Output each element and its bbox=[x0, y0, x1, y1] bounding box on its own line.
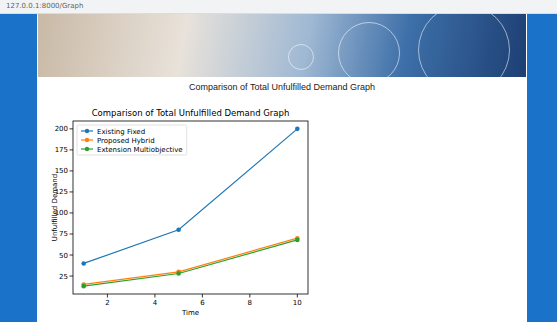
y-tick bbox=[70, 191, 74, 192]
legend-marker bbox=[85, 147, 89, 151]
series-line bbox=[84, 129, 298, 264]
y-axis-label: Unfulfilled Demand bbox=[51, 174, 59, 241]
x-tick-label: 8 bbox=[248, 299, 252, 307]
x-tick-label: 6 bbox=[200, 299, 205, 307]
y-tick-label: 150 bbox=[55, 167, 68, 175]
x-tick-label: 10 bbox=[293, 299, 302, 307]
series-marker bbox=[81, 282, 86, 287]
y-tick bbox=[70, 170, 74, 171]
y-tick bbox=[70, 233, 74, 234]
x-tick bbox=[154, 294, 155, 298]
series-marker bbox=[176, 270, 181, 275]
banner-deco bbox=[418, 14, 510, 77]
legend-line bbox=[81, 139, 93, 140]
y-tick bbox=[70, 255, 74, 256]
legend-marker bbox=[85, 138, 89, 142]
banner-deco bbox=[288, 44, 314, 70]
series-marker bbox=[295, 236, 300, 241]
legend: Existing FixedProposed HybridExtension M… bbox=[77, 125, 187, 155]
x-axis-label: Time bbox=[181, 309, 199, 317]
series-group bbox=[81, 127, 299, 289]
series-marker bbox=[81, 284, 86, 289]
y-tick bbox=[70, 128, 74, 129]
page-heading: Comparison of Total Unfulfilled Demand G… bbox=[37, 82, 527, 92]
banner-deco bbox=[338, 22, 400, 77]
browser-bar: 127.0.0.1:8000/Graph bbox=[0, 0, 557, 14]
y-tick-label: 75 bbox=[59, 230, 68, 238]
series-line bbox=[84, 238, 298, 284]
series-marker bbox=[176, 227, 181, 232]
legend-label: Existing Fixed bbox=[97, 128, 145, 136]
url[interactable]: 127.0.0.1:8000/Graph bbox=[6, 2, 83, 10]
plot-frame bbox=[73, 121, 308, 294]
legend-box bbox=[77, 125, 187, 155]
y-tick-label: 175 bbox=[55, 146, 68, 154]
legend-label: Proposed Hybrid bbox=[97, 137, 155, 145]
series-marker bbox=[295, 127, 300, 132]
y-tick-label: 100 bbox=[55, 209, 68, 217]
legend-label: Extension Multiobjective bbox=[97, 146, 183, 154]
x-tick-label: 4 bbox=[153, 299, 158, 307]
y-tick bbox=[70, 212, 74, 213]
legend-line bbox=[81, 148, 93, 149]
x-tick-label: 2 bbox=[105, 299, 109, 307]
x-tick bbox=[249, 294, 250, 298]
series-marker bbox=[176, 271, 181, 276]
series-marker bbox=[81, 261, 86, 266]
y-tick-label: 200 bbox=[55, 125, 68, 133]
banner-image bbox=[38, 14, 526, 77]
x-tick bbox=[107, 294, 108, 298]
legend-line bbox=[81, 130, 93, 131]
y-tick bbox=[70, 276, 74, 277]
x-tick bbox=[202, 294, 203, 298]
chart-title: Comparison of Total Unfulfilled Demand G… bbox=[92, 108, 290, 118]
legend-marker bbox=[85, 129, 89, 133]
chart: Comparison of Total Unfulfilled Demand G… bbox=[0, 0, 557, 322]
plot-area bbox=[73, 121, 308, 294]
series-line bbox=[84, 240, 298, 286]
y-tick bbox=[70, 149, 74, 150]
y-tick-label: 125 bbox=[55, 188, 68, 196]
y-tick-label: 25 bbox=[59, 273, 68, 281]
y-tick-label: 50 bbox=[59, 252, 68, 260]
x-tick bbox=[297, 294, 298, 298]
series-marker bbox=[295, 238, 300, 243]
